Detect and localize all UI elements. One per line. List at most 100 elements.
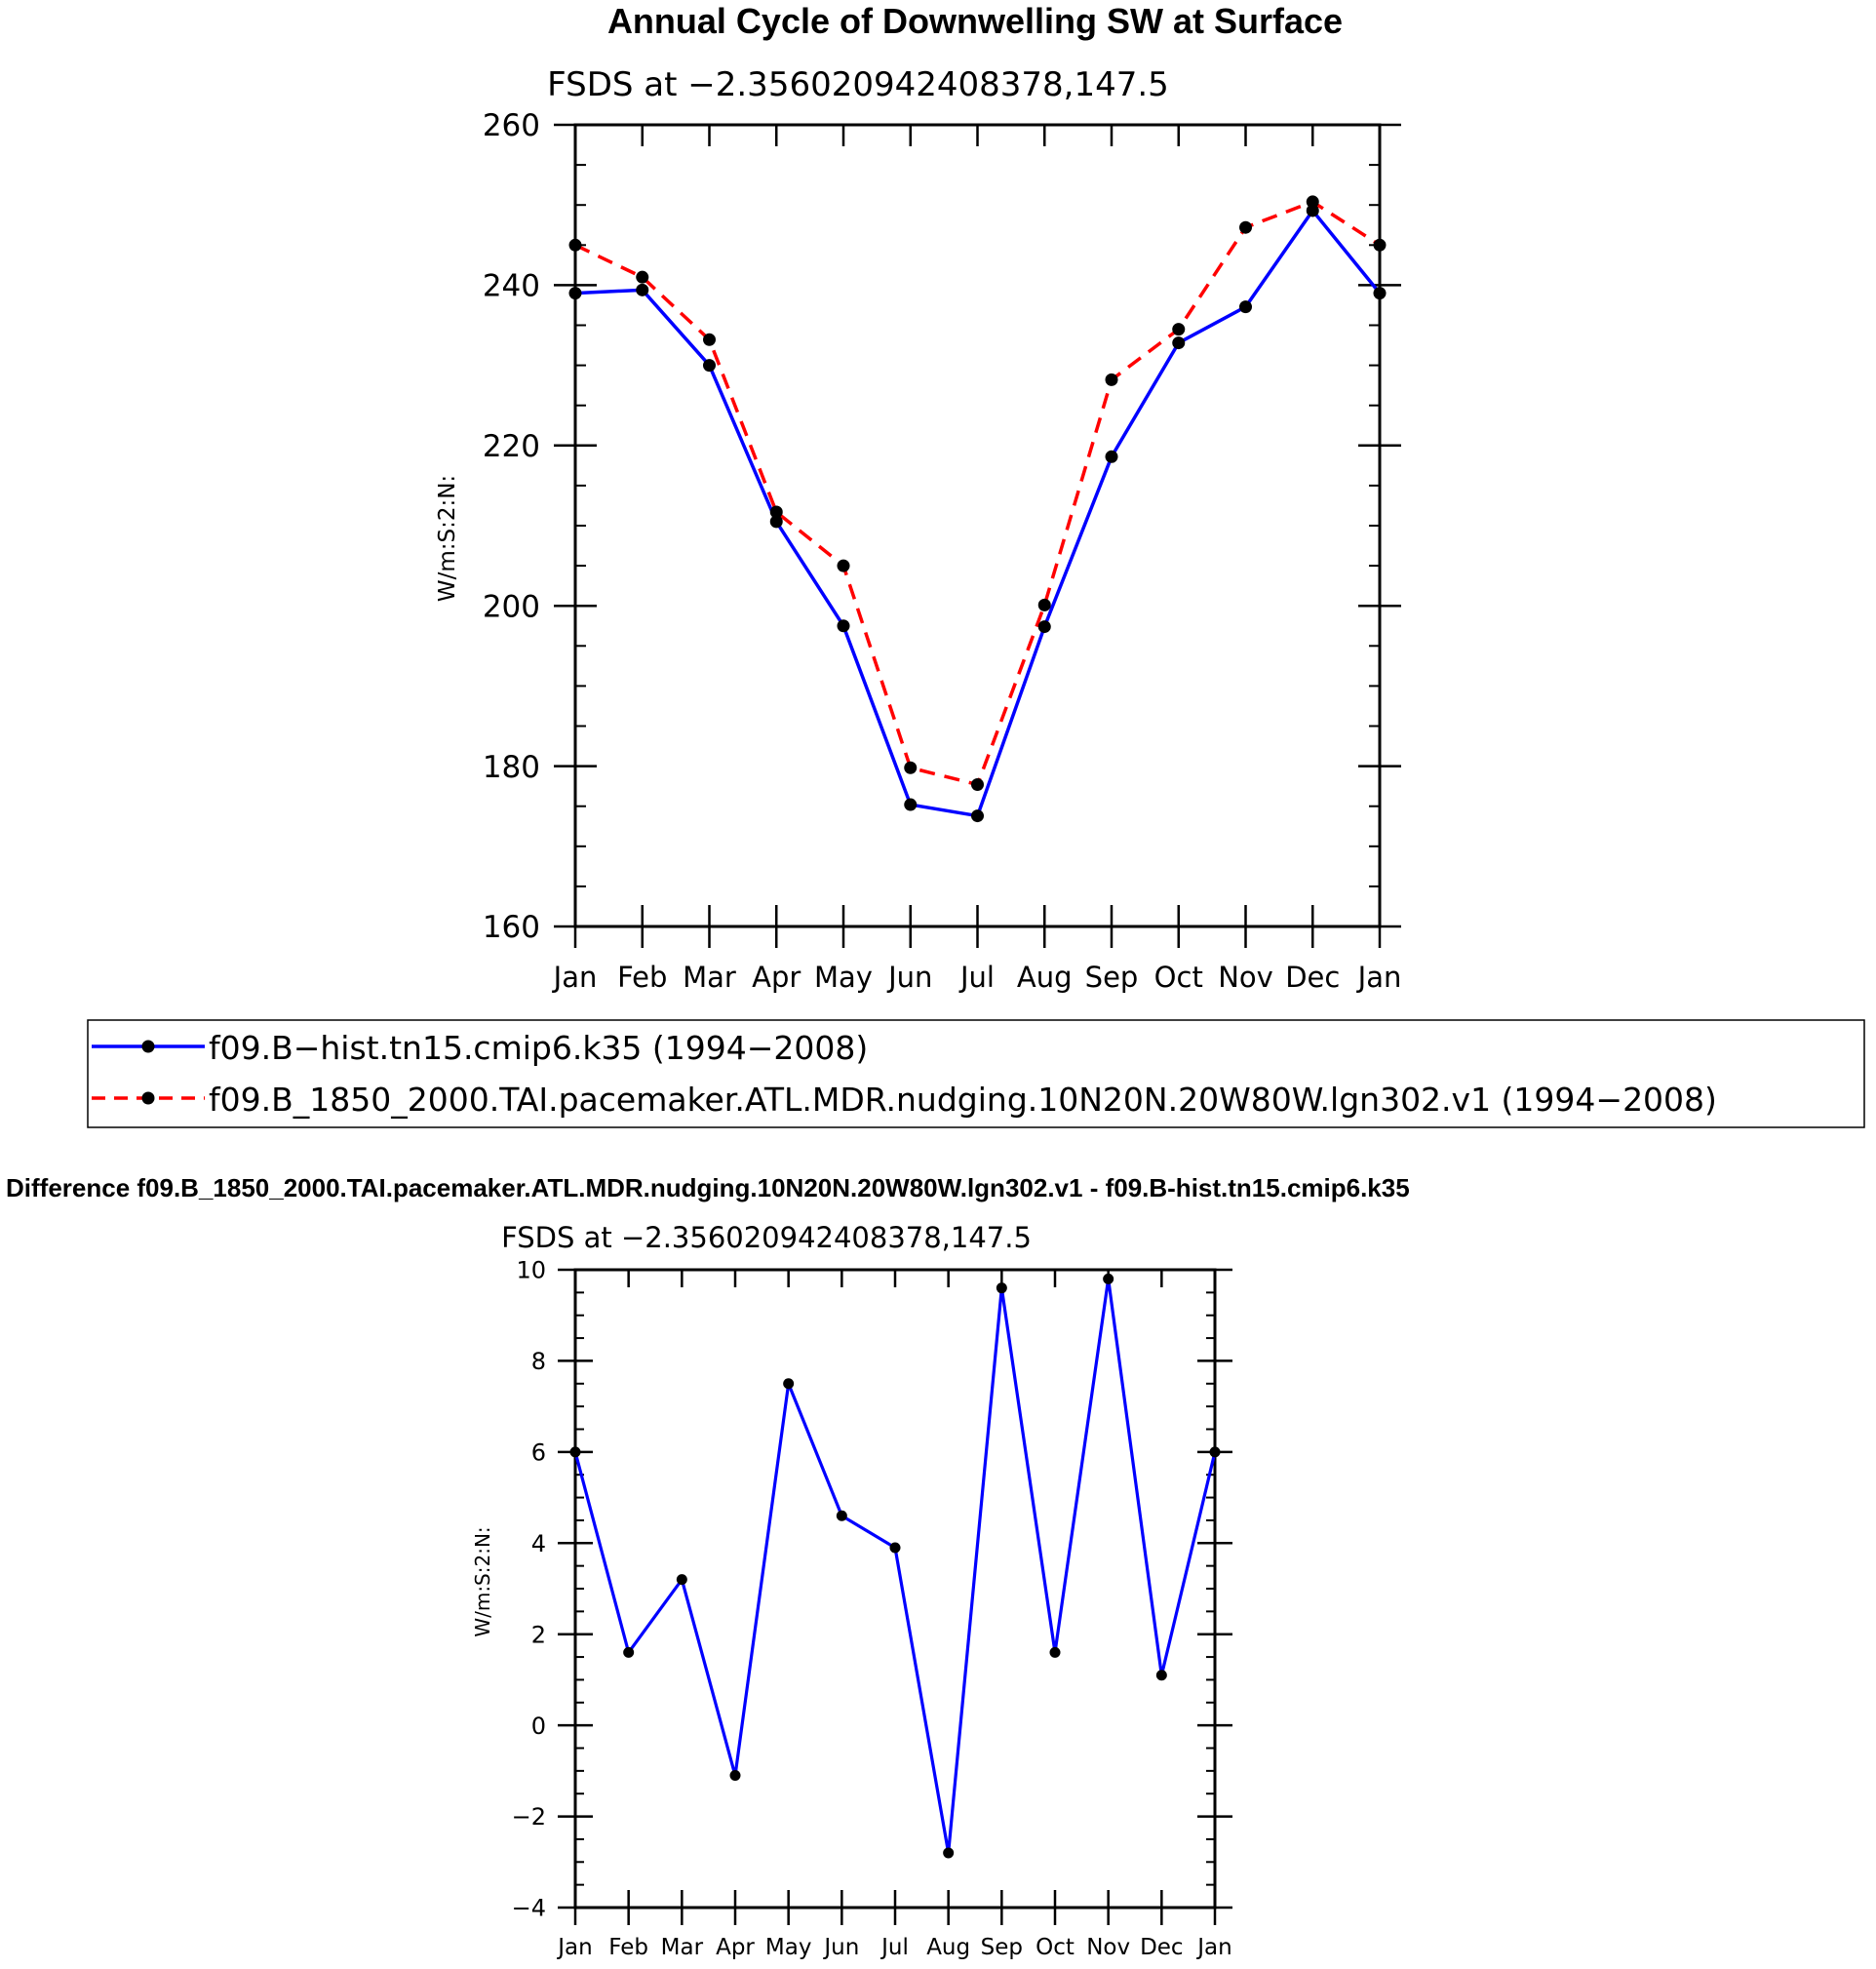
- series-1-point: [1373, 238, 1387, 252]
- difference-chart-title: Difference f09.B_1850_2000.TAI.pacemaker…: [6, 1173, 1410, 1202]
- x-tick-label: Jan: [1356, 961, 1402, 994]
- series-0-point: [996, 1282, 1007, 1294]
- series-0-point: [1037, 620, 1051, 634]
- x-tick-label: Sep: [1085, 961, 1139, 994]
- data-series: [568, 195, 1387, 823]
- x-tick-label: Dec: [1285, 961, 1340, 994]
- series-1-point: [1172, 323, 1186, 336]
- legend-marker-hist: [141, 1040, 155, 1053]
- series-0-point: [636, 283, 649, 296]
- x-tick-label: Sep: [981, 1935, 1023, 1960]
- series-0-point: [1105, 450, 1118, 463]
- series-0-point: [904, 798, 918, 811]
- y-axis-label: W/m:S:2:N:: [435, 475, 460, 602]
- x-tick-label: Feb: [608, 1935, 648, 1960]
- legend-label-pacemaker: f09.B_1850_2000.TAI.pacemaker.ATL.MDR.nu…: [209, 1081, 1717, 1119]
- y-tick-label: −2: [512, 1803, 546, 1831]
- series-line-0: [573, 1277, 1217, 1855]
- y-tick-label: 2: [531, 1621, 546, 1648]
- series-0-point: [1306, 204, 1319, 217]
- y-tick-label: 4: [531, 1530, 546, 1557]
- y-tick-label: −4: [512, 1895, 546, 1922]
- x-tick-label: Nov: [1218, 961, 1273, 994]
- tick-marks: [554, 123, 1401, 948]
- series-1-point: [568, 238, 582, 252]
- annual-cycle-chart: Annual Cycle of Downwelling SW at Surfac…: [435, 1, 1401, 994]
- x-tick-label: Oct: [1154, 961, 1203, 994]
- series-0-point: [943, 1847, 955, 1859]
- y-tick-label: 0: [531, 1713, 546, 1740]
- series-0-point: [889, 1542, 901, 1554]
- series-1-point: [1037, 598, 1051, 611]
- difference-y-axis-label: W/m:S:2:N:: [471, 1526, 494, 1636]
- y-tick-labels: −4 −2 0 2 4 6 8 10: [512, 1257, 546, 1922]
- series-0-point: [836, 1510, 847, 1521]
- y-tick-label: 160: [483, 910, 540, 945]
- difference-chart: Difference f09.B_1850_2000.TAI.pacemaker…: [6, 1173, 1410, 1960]
- x-tick-label: Feb: [617, 961, 667, 994]
- y-tick-label: 220: [483, 429, 540, 464]
- x-tick-label: Jan: [556, 1935, 592, 1960]
- y-tick-label: 200: [483, 589, 540, 624]
- chart-subtitle: FSDS at −2.356020942408378,147.5: [547, 65, 1169, 104]
- legend: f09.B−hist.tn15.cmip6.k35 (1994−2008) f0…: [87, 1019, 1865, 1128]
- y-tick-label: 6: [531, 1438, 546, 1466]
- x-tick-label: Jun: [822, 1935, 859, 1960]
- series-0-point: [1239, 300, 1252, 314]
- y-tick-label: 10: [516, 1257, 546, 1284]
- y-tick-label: 240: [483, 269, 540, 304]
- x-tick-label: Aug: [1017, 961, 1073, 994]
- difference-chart-subtitle: FSDS at −2.356020942408378,147.5: [501, 1221, 1032, 1254]
- x-tick-labels: Jan Feb Mar Apr May Jun Jul Aug Sep Oct Nov Dec Jan: [552, 961, 1402, 994]
- series-0-point: [729, 1770, 741, 1782]
- series-1-point: [636, 270, 649, 284]
- x-tick-label: Jan: [552, 961, 598, 994]
- series-0-point: [783, 1378, 795, 1390]
- x-tick-label: Jul: [879, 1935, 909, 1960]
- x-tick-label: Mar: [661, 1935, 704, 1960]
- y-tick-label: 180: [483, 750, 540, 785]
- series-0-point: [676, 1574, 687, 1586]
- plot-frame: [573, 123, 1382, 928]
- series-line-0: [574, 209, 1382, 818]
- series-1-point: [971, 778, 984, 792]
- x-tick-label: Apr: [752, 961, 801, 994]
- series-0-point: [1049, 1646, 1061, 1658]
- x-tick-label: Apr: [716, 1935, 755, 1960]
- axes-frame: [573, 123, 1382, 928]
- x-tick-label: Oct: [1036, 1935, 1075, 1960]
- series-1-point: [1306, 195, 1319, 209]
- x-tick-label: Dec: [1140, 1935, 1184, 1960]
- series-0-point: [568, 287, 582, 300]
- series-1-point: [1105, 373, 1118, 386]
- series-0-point: [1373, 287, 1387, 300]
- series-0-point: [1155, 1670, 1167, 1681]
- x-tick-label: Jan: [1195, 1935, 1231, 1960]
- series-0-point: [1103, 1273, 1114, 1284]
- series-0-point: [569, 1446, 581, 1458]
- series-0-point: [1209, 1446, 1221, 1458]
- chart-title: Annual Cycle of Downwelling SW at Surfac…: [607, 1, 1343, 41]
- series-1-point: [1239, 220, 1252, 234]
- legend-marker-pacemaker: [141, 1091, 155, 1105]
- x-tick-label: May: [765, 1935, 812, 1960]
- y-tick-label: 8: [531, 1348, 546, 1375]
- legend-box: [87, 1019, 1865, 1128]
- legend-label-hist: f09.B−hist.tn15.cmip6.k35 (1994−2008): [209, 1029, 868, 1067]
- x-tick-label: Mar: [683, 961, 736, 994]
- x-tick-label: Nov: [1086, 1935, 1130, 1960]
- y-tick-labels: 160 180 200 220 240 260: [483, 108, 540, 945]
- series-1-point: [904, 761, 918, 774]
- legend-entry-hist: f09.B−hist.tn15.cmip6.k35 (1994−2008): [92, 1029, 868, 1067]
- series-0-point: [623, 1646, 635, 1658]
- x-tick-label: Aug: [926, 1935, 970, 1960]
- series-1-point: [703, 333, 716, 346]
- series-1-point: [837, 559, 850, 572]
- series-0-point: [971, 809, 984, 823]
- data-series: [569, 1273, 1221, 1859]
- x-tick-label: Jul: [958, 961, 995, 994]
- series-1-point: [769, 505, 783, 519]
- tick-marks: [558, 1268, 1232, 1925]
- series-0-point: [1172, 336, 1186, 350]
